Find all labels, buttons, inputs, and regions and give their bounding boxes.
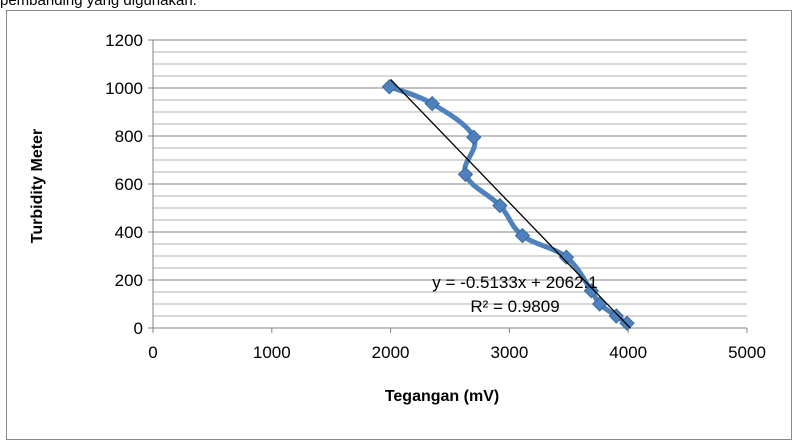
data-point-marker: [381, 79, 398, 95]
series-markers: [381, 79, 635, 331]
data-point-marker: [424, 95, 440, 112]
data-point-marker: [619, 315, 635, 331]
trendline-equation: y = -0.5133x + 2062.1: [432, 273, 597, 292]
data-point-marker: [514, 227, 531, 244]
x-tick-label: 4000: [609, 343, 647, 362]
data-point-marker: [466, 129, 482, 145]
y-tick-label: 1000: [105, 79, 143, 98]
y-tick-label: 600: [115, 175, 143, 194]
caption-fragment: pembanding yang digunakan.: [0, 0, 197, 9]
data-point-marker: [558, 249, 575, 265]
axes: [148, 39, 748, 333]
y-tick-label: 200: [115, 271, 143, 290]
r-squared-label: R² = 0.9809: [470, 297, 559, 316]
x-axis-title: Tegangan (mV): [385, 388, 499, 405]
data-point-marker: [492, 197, 508, 214]
x-tick-label: 5000: [728, 343, 766, 362]
x-tick-labels: 0 1000 2000 3000 4000 5000: [148, 343, 766, 362]
x-tick-label: 2000: [372, 343, 410, 362]
y-tick-label: 800: [115, 127, 143, 146]
x-tick-label: 0: [148, 343, 157, 362]
y-tick-labels: 0 200 400 600 800 1000 1200: [105, 31, 143, 338]
trendline: [390, 79, 632, 329]
data-point-marker: [608, 308, 625, 324]
x-tick-label: 1000: [253, 343, 291, 362]
y-tick-label: 400: [115, 223, 143, 242]
y-tick-label: 1200: [105, 31, 143, 50]
x-tick-label: 3000: [490, 343, 528, 362]
chart-area: [6, 10, 792, 440]
y-tick-label: 0: [134, 319, 143, 338]
data-point-marker: [457, 166, 474, 183]
grid-lines: [153, 39, 747, 317]
y-axis-title: Turbidity Meter: [29, 129, 46, 243]
data-point-marker: [583, 283, 600, 299]
